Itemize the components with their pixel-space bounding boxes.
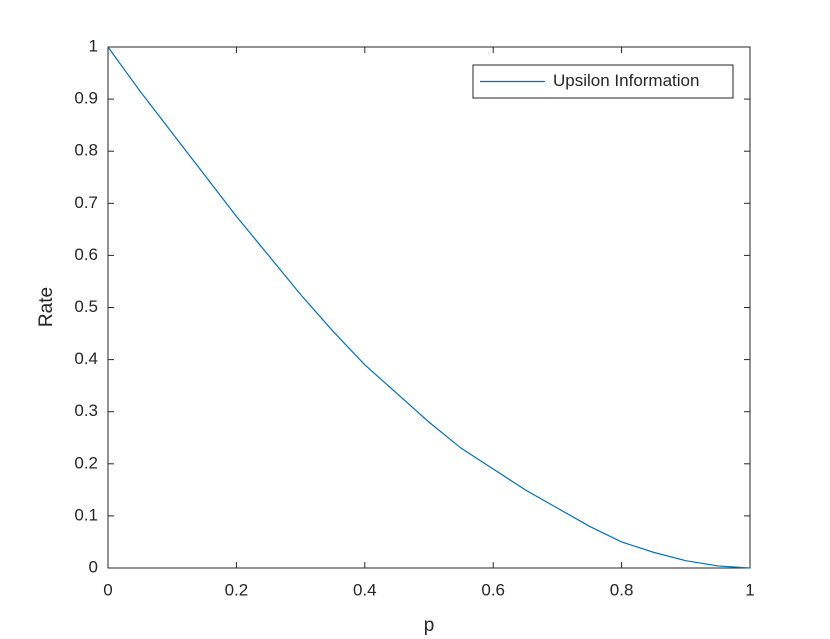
y-tick-label: 0.7 — [74, 193, 98, 212]
x-tick-label: 0.2 — [225, 580, 249, 599]
y-tick-label: 0.3 — [74, 401, 98, 420]
x-axis-label: p — [424, 615, 435, 636]
plot-box — [107, 46, 751, 569]
y-tick-label: 1 — [89, 36, 98, 55]
y-tick-label: 0.9 — [74, 89, 98, 108]
y-tick-label: 0.4 — [74, 349, 98, 368]
y-tick-label: 0.2 — [74, 453, 98, 472]
x-tick-label: 0.8 — [610, 580, 634, 599]
x-tick-label: 0.4 — [353, 580, 377, 599]
line — [107, 46, 751, 569]
y-tick-label: 0 — [89, 557, 98, 576]
y-axis-label: Rate — [36, 287, 57, 327]
y-tick-label: 0.1 — [74, 505, 98, 524]
x-tick-label: 0.6 — [481, 580, 505, 599]
y-tick-label: 0.8 — [74, 141, 98, 160]
x-tick-label: 0 — [103, 580, 112, 599]
x-tick-label: 1 — [745, 580, 754, 599]
legend-label: Upsilon Information — [553, 71, 699, 90]
y-tick-label: 0.6 — [74, 245, 98, 264]
y-tick-label: 0.5 — [74, 297, 98, 316]
